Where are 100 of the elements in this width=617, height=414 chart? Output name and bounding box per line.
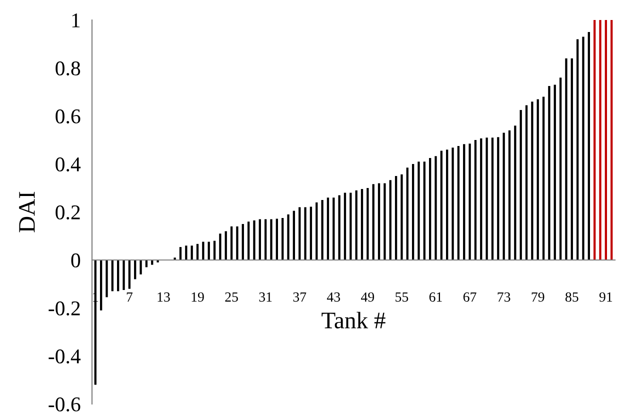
- bar: [452, 148, 454, 260]
- bar: [236, 226, 238, 260]
- bar: [122, 260, 125, 290]
- bar: [565, 58, 568, 260]
- bar: [486, 138, 488, 260]
- bar: [224, 231, 227, 260]
- bar: [350, 192, 352, 260]
- bar: [117, 260, 120, 292]
- x-tick-label: 55: [396, 292, 408, 302]
- x-tick-label: 13: [158, 292, 170, 302]
- x-tick-label: 91: [599, 292, 612, 302]
- bar: [326, 198, 330, 260]
- bar: [480, 138, 482, 260]
- bar: [497, 137, 500, 260]
- x-tick-label: 7: [126, 292, 133, 302]
- x-tick-label: 25: [225, 292, 238, 302]
- bar: [140, 260, 142, 274]
- bar: [491, 138, 494, 260]
- x-tick-label: 85: [565, 292, 578, 302]
- bar: [276, 218, 278, 260]
- y-axis-title: DAI: [19, 192, 35, 232]
- bar: [446, 150, 448, 260]
- bar: [570, 58, 573, 260]
- y-tick-label: 0.6: [56, 109, 80, 124]
- bar: [378, 183, 380, 260]
- bar: [468, 144, 471, 260]
- bar: [542, 96, 545, 260]
- bar: [548, 86, 550, 260]
- bar: [400, 174, 403, 260]
- bar: [242, 224, 244, 260]
- bar: [185, 246, 188, 260]
- x-tick-label: 31: [259, 292, 272, 302]
- bar: [440, 150, 442, 260]
- bar: [332, 198, 335, 260]
- bar: [588, 32, 590, 260]
- x-tick-label: 43: [326, 292, 340, 302]
- bar: [594, 20, 596, 260]
- bar: [525, 105, 528, 260]
- bar: [559, 78, 562, 260]
- y-tick-label: 0.8: [56, 61, 80, 76]
- bar: [418, 162, 420, 260]
- y-tick-label: -0.2: [48, 301, 80, 316]
- x-tick-label: 49: [361, 292, 374, 302]
- x-tick-label: 37: [293, 292, 306, 302]
- bar: [304, 207, 306, 260]
- bar: [298, 207, 301, 260]
- y-tick-label: -0.6: [48, 397, 80, 412]
- bar: [270, 219, 272, 260]
- bar: [253, 220, 256, 260]
- bar: [230, 226, 233, 260]
- bar: [287, 214, 290, 260]
- bar: [384, 183, 386, 260]
- bar: [474, 140, 477, 260]
- y-tick-label: 0.4: [56, 157, 81, 172]
- bar: [610, 20, 613, 260]
- bar: [111, 260, 114, 292]
- bar: [219, 234, 222, 260]
- bar: [520, 110, 522, 260]
- bar: [582, 36, 584, 260]
- x-tick-label: 79: [532, 292, 544, 302]
- bar: [310, 206, 312, 260]
- bar: [429, 158, 432, 260]
- x-axis-title: Tank #: [322, 312, 386, 328]
- x-tick-label: 67: [463, 292, 476, 302]
- bar: [434, 156, 437, 260]
- bar: [406, 168, 408, 260]
- bar: [514, 126, 516, 260]
- bar: [190, 246, 193, 260]
- bar: [412, 164, 414, 260]
- bar: [536, 99, 539, 260]
- bar: [202, 242, 204, 260]
- y-tick-label: 1: [72, 13, 80, 28]
- bar: [321, 200, 324, 260]
- bar: [344, 192, 346, 260]
- bar: [355, 190, 358, 260]
- y-tick-label: -0.4: [48, 349, 81, 364]
- bar: [502, 132, 505, 260]
- x-tick-label: 19: [192, 292, 204, 302]
- bar: [338, 195, 340, 260]
- bar: [247, 222, 250, 260]
- bar: [554, 84, 556, 260]
- bar: [389, 180, 392, 260]
- bar: [282, 218, 284, 260]
- bar: [394, 176, 398, 260]
- bar: [599, 20, 602, 260]
- x-tick-label: 61: [429, 292, 442, 302]
- bar: [128, 260, 131, 289]
- bar: [604, 20, 607, 260]
- y-tick-label: 0: [71, 253, 80, 268]
- bar: [531, 102, 534, 260]
- bar: [316, 202, 318, 260]
- bar: [463, 144, 466, 260]
- bar: [100, 260, 102, 310]
- bar: [576, 39, 579, 260]
- bar: [372, 184, 374, 260]
- bar: [292, 210, 296, 260]
- bar: [360, 188, 364, 260]
- x-tick-label: 73: [498, 292, 510, 302]
- bar: [366, 188, 369, 260]
- bar: [508, 130, 511, 260]
